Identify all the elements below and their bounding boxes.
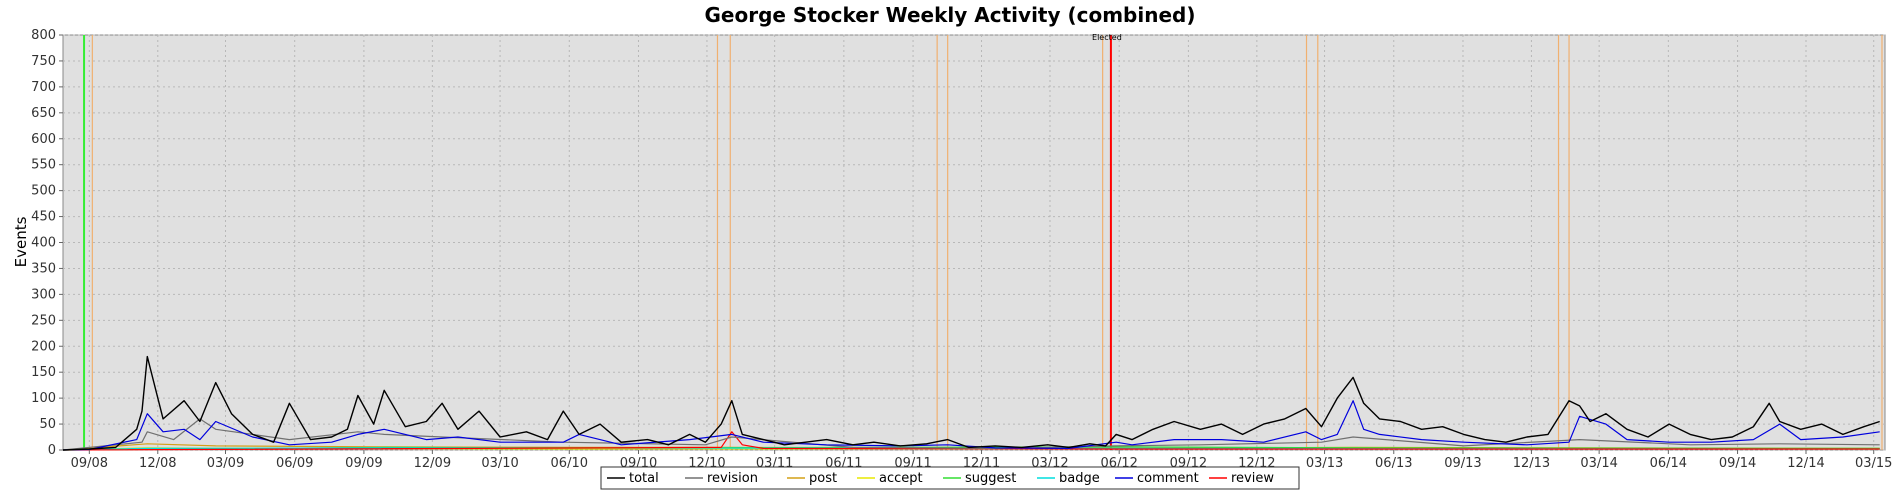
legend-entry-suggest: suggest	[965, 471, 1016, 486]
x-tick-label: 09/09	[345, 456, 382, 471]
y-tick-label: 300	[31, 287, 56, 302]
event-marker-label: Elected	[1092, 33, 1122, 42]
x-tick-label: 12/13	[1513, 456, 1550, 471]
x-tick-label: 06/09	[276, 456, 313, 471]
x-tick-label: 03/10	[481, 456, 518, 471]
y-tick-label: 350	[31, 261, 56, 276]
legend: total revision post accept suggest badge comme…	[600, 466, 1300, 490]
grid	[63, 34, 1885, 451]
x-tick-label: 12/09	[414, 456, 451, 471]
x-tick-label: 06/10	[551, 456, 588, 471]
x-tick-label: 09/08	[71, 456, 108, 471]
y-tick-label: 550	[31, 158, 56, 173]
y-tick-label: 600	[31, 132, 56, 147]
x-tick-label: 03/13	[1306, 456, 1343, 471]
y-tick-label: 450	[31, 210, 56, 225]
y-tick-label: 200	[31, 339, 56, 354]
series-line-revision	[62, 418, 1880, 451]
y-tick-label: 700	[31, 80, 56, 95]
y-tick-label: 250	[31, 313, 56, 328]
legend-entry-comment: comment	[1137, 471, 1199, 486]
legend-entry-total: total	[629, 471, 659, 486]
series-group	[62, 355, 1880, 451]
y-tick-label: 150	[31, 365, 56, 380]
y-tick-label: 750	[31, 54, 56, 69]
x-tick-label: 03/14	[1580, 456, 1617, 471]
event-markers: Elected	[83, 33, 1883, 450]
y-tick-label: 800	[31, 28, 56, 43]
legend-entry-post: post	[809, 471, 837, 486]
x-tick-label: 09/14	[1719, 456, 1756, 471]
chart-title: George Stocker Weekly Activity (combined…	[705, 3, 1196, 27]
x-tick-label: 03/15	[1855, 456, 1892, 471]
y-tick-label: 400	[31, 236, 56, 251]
y-axis-label: Events	[12, 216, 30, 267]
series-line-total	[62, 355, 1880, 451]
x-tick-label: 09/13	[1444, 456, 1481, 471]
y-tick-label: 650	[31, 106, 56, 121]
y-axis: 0 50 100 150 200 250 300 350 400 450 500 550 600 650 7…	[31, 28, 63, 458]
series-line-review	[62, 431, 1880, 451]
y-tick-label: 50	[39, 417, 56, 432]
y-tick-label: 500	[31, 184, 56, 199]
x-tick-label: 03/09	[207, 456, 244, 471]
y-tick-label: 100	[31, 391, 56, 406]
x-tick-label: 06/13	[1375, 456, 1412, 471]
x-tick-label: 12/08	[139, 456, 176, 471]
legend-entry-review: review	[1231, 471, 1274, 486]
legend-entry-accept: accept	[879, 471, 923, 486]
y-tick-label: 0	[48, 443, 56, 458]
legend-entry-badge: badge	[1059, 471, 1100, 486]
x-tick-label: 12/14	[1787, 456, 1824, 471]
x-tick-label: 06/14	[1650, 456, 1687, 471]
legend-entry-revision: revision	[707, 471, 758, 486]
